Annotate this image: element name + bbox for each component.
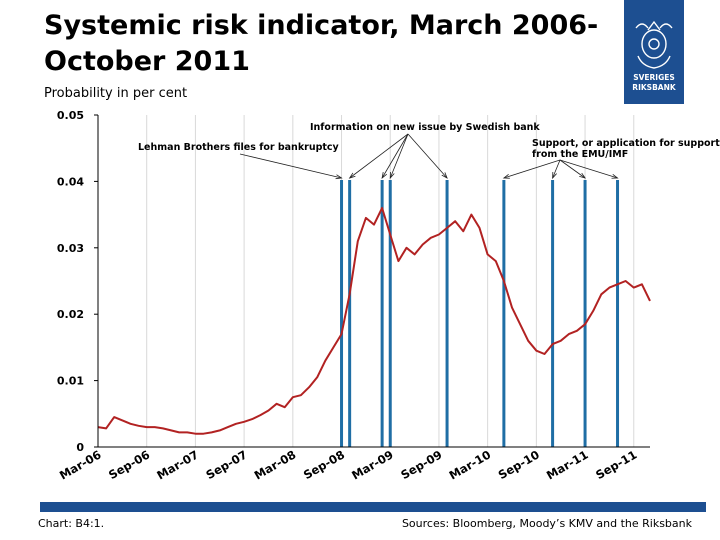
- x-tick-label: Mar-09: [349, 447, 396, 482]
- annotation-arrowhead: [381, 172, 388, 180]
- logo-text-line-1: SVERIGES: [633, 73, 675, 82]
- x-tick-label: Sep-08: [301, 447, 347, 482]
- annotation-arrow: [559, 159, 618, 179]
- annotation-arrowhead: [611, 174, 619, 179]
- y-tick-label: 0: [76, 441, 84, 454]
- annotation-arrowhead: [552, 171, 557, 180]
- chart-subtitle: Probability in per cent: [44, 86, 188, 101]
- annotation-text-2: from the EMU/IMF: [532, 149, 628, 160]
- annotation-arrowhead: [441, 172, 448, 179]
- annotation-arrowhead: [579, 172, 587, 179]
- series-layer: [97, 207, 651, 435]
- annotation-arrow: [552, 159, 561, 179]
- annotation-arrow: [407, 133, 448, 179]
- annotation-arrowhead: [502, 174, 510, 179]
- y-tick-label: 0.02: [57, 308, 84, 321]
- annotation-text: Support, or application for support,: [532, 138, 720, 149]
- chart-id: Chart: B4:1.: [38, 517, 105, 530]
- annotation-arrow: [503, 159, 561, 179]
- y-tick-label: 0.04: [57, 175, 84, 188]
- riksbank-crest-icon: SVERIGES RIKSBANK: [632, 20, 677, 92]
- x-tick-label: Sep-09: [398, 447, 444, 482]
- x-tick-label: Sep-11: [593, 447, 639, 482]
- annotation-arrowhead: [348, 172, 356, 179]
- y-tick-label: 0.01: [57, 375, 84, 388]
- annotation-text: Lehman Brothers files for bankruptcy: [138, 142, 340, 153]
- y-tick-label: 0.05: [57, 109, 84, 122]
- x-tick-label: Sep-07: [204, 447, 250, 482]
- title-line-2: October 2011: [44, 46, 250, 77]
- event-lines: [340, 180, 620, 447]
- chart-sources: Sources: Bloomberg, Moody’s KMV and the …: [401, 517, 692, 530]
- footer-bar: [40, 502, 706, 512]
- series-line: [97, 207, 651, 435]
- annotation-arrow: [389, 133, 409, 179]
- x-tick-label: Sep-06: [106, 447, 152, 482]
- annotation-text: Information on new issue by Swedish bank: [310, 122, 540, 133]
- annotation-arrow: [239, 153, 342, 179]
- x-tick-label: Mar-11: [544, 447, 591, 482]
- line-chart: Lehman Brothers files for bankruptcy Info…: [57, 109, 720, 482]
- title-line-1: Systemic risk indicator, March 2006-: [44, 10, 599, 41]
- annotation-arrowhead: [389, 171, 395, 180]
- annotations: Lehman Brothers files for bankruptcy Info…: [138, 122, 720, 180]
- annotation-arrowhead: [335, 174, 343, 180]
- annotation-arrow: [559, 159, 586, 179]
- annotation-arrow: [381, 133, 409, 179]
- y-tick-label: 0.03: [57, 242, 84, 255]
- page-title: Systemic risk indicator, March 2006- Oct…: [44, 8, 604, 80]
- x-tick-label: Mar-07: [154, 447, 201, 482]
- riksbank-logo: SVERIGES RIKSBANK: [624, 0, 684, 104]
- x-tick-label: Mar-08: [252, 447, 299, 482]
- x-tick-label: Mar-10: [447, 447, 494, 482]
- x-tick-label: Sep-10: [496, 447, 542, 482]
- logo-text-line-2: RIKSBANK: [632, 83, 677, 92]
- annotation-arrow: [349, 133, 409, 179]
